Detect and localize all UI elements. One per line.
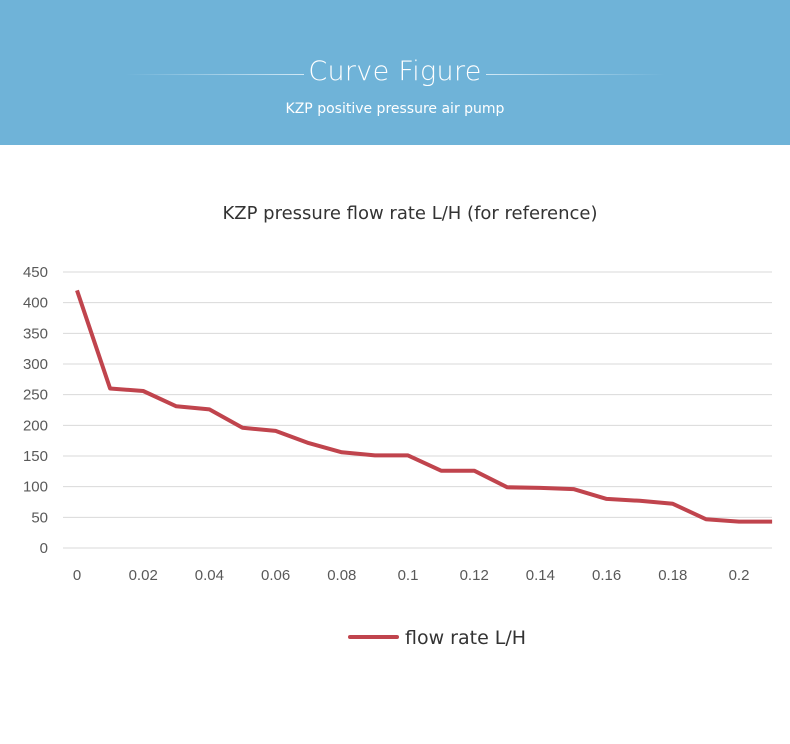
y-tick-label: 50 bbox=[31, 509, 48, 526]
y-tick-label: 450 bbox=[23, 264, 48, 281]
x-tick-label: 0.1 bbox=[398, 567, 419, 584]
legend-label: flow rate L/H bbox=[405, 627, 526, 649]
y-tick-label: 250 bbox=[23, 387, 48, 404]
x-tick-label: 0 bbox=[73, 567, 81, 584]
chart-title: KZP pressure flow rate L/H (for referenc… bbox=[222, 203, 597, 224]
x-tick-label: 0.02 bbox=[129, 567, 158, 584]
y-tick-label: 350 bbox=[23, 325, 48, 342]
y-tick-label: 300 bbox=[23, 356, 48, 373]
x-tick-label: 0.16 bbox=[592, 567, 621, 584]
y-tick-label: 0 bbox=[40, 540, 48, 557]
header-banner: Curve Figure KZP positive pressure air p… bbox=[0, 0, 790, 145]
x-tick-label: 0.08 bbox=[327, 567, 356, 584]
y-tick-label: 100 bbox=[23, 479, 48, 496]
x-tick-label: 0.06 bbox=[261, 567, 290, 584]
legend: flow rate L/H bbox=[348, 627, 526, 649]
series-line bbox=[75, 289, 773, 524]
y-tick-label: 150 bbox=[23, 448, 48, 465]
series-group bbox=[75, 289, 773, 524]
x-tick-label: 0.12 bbox=[460, 567, 489, 584]
x-tick-label: 0.04 bbox=[195, 567, 224, 584]
banner-title-text: Curve Figure bbox=[304, 56, 486, 87]
x-tick-label: 0.2 bbox=[729, 567, 750, 584]
x-axis-ticks: 0 0.02 0.04 0.06 0.08 0.1 0.12 0.14 0.16 0.18 0.2 bbox=[73, 567, 750, 584]
x-tick-label: 0.14 bbox=[526, 567, 555, 584]
banner-title: Curve Figure bbox=[0, 56, 790, 87]
y-tick-label: 200 bbox=[23, 417, 48, 434]
decorative-rule-left bbox=[125, 74, 305, 75]
y-axis-ticks: 0 50 100 150 200 250 300 350 400 450 bbox=[23, 264, 48, 557]
gridlines bbox=[63, 271, 772, 549]
y-tick-label: 400 bbox=[23, 295, 48, 312]
x-tick-label: 0.18 bbox=[658, 567, 687, 584]
banner-subtitle: KZP positive pressure air pump bbox=[285, 101, 505, 117]
decorative-rule-right bbox=[485, 74, 665, 75]
